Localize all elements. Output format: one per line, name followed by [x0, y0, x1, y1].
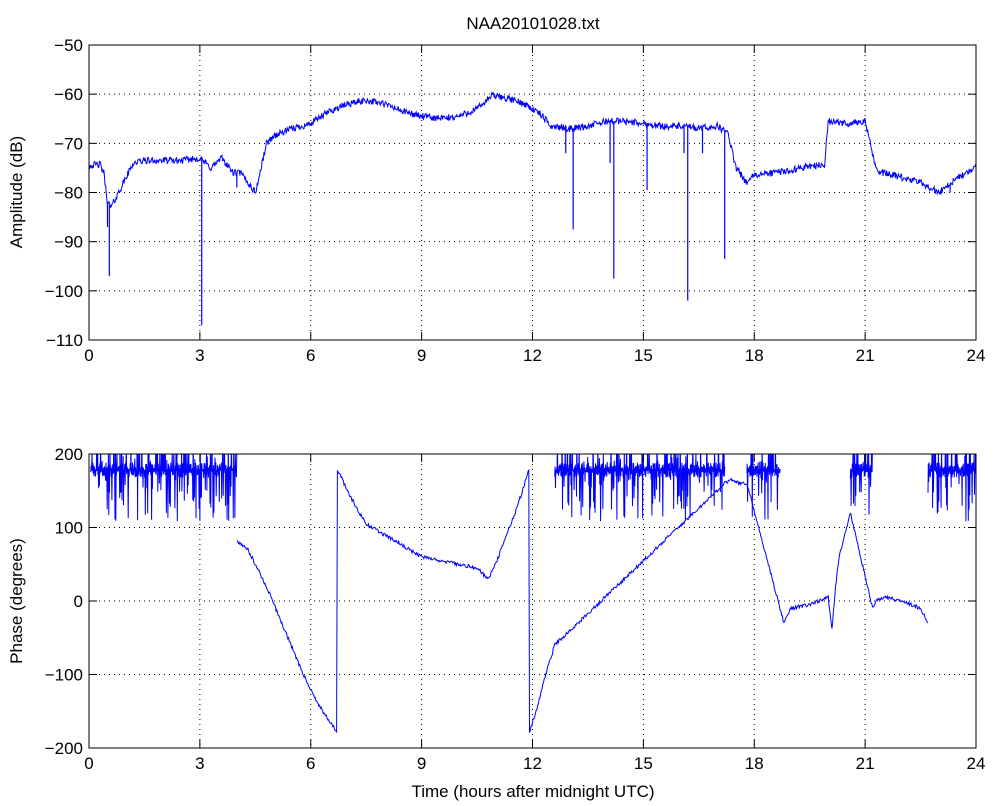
phase-trend-line	[236, 468, 929, 734]
x-tick-label: 6	[306, 346, 315, 365]
y-tick-label: −100	[45, 666, 83, 685]
y-tick-label: 0	[74, 592, 83, 611]
x-tick-label: 3	[195, 346, 204, 365]
phase-wrapped-segment	[849, 454, 873, 515]
x-tick-label: 0	[84, 754, 93, 773]
phase-panel: 0 3 6 9 12 15 18 21 24 −200 −100 0 100 200 Phase (degr…	[7, 445, 986, 773]
y-tick-label: 100	[55, 519, 83, 538]
y-tick-label: −100	[45, 282, 83, 301]
x-tick-label: 12	[523, 346, 542, 365]
x-tick-label: 12	[523, 754, 542, 773]
x-tick-label: 24	[967, 754, 986, 773]
y-tick-label: −90	[54, 233, 83, 252]
y-tick-label: −50	[54, 36, 83, 55]
y-tick-label: −110	[46, 331, 83, 350]
y-tick-label: −80	[54, 184, 83, 203]
ylabel-amplitude: Amplitude (dB)	[7, 136, 26, 248]
figure-title: NAA20101028.txt	[466, 14, 600, 33]
x-tick-label: 0	[84, 346, 93, 365]
series-group	[89, 91, 976, 326]
x-tick-label: 15	[634, 346, 653, 365]
y-tick-label: −70	[54, 134, 83, 153]
x-tick-label: 18	[745, 754, 764, 773]
x-tick-label: 15	[634, 754, 653, 773]
y-tick-label: −200	[45, 739, 83, 758]
y-tick-label: −60	[54, 85, 83, 104]
phase-wrapped-segment	[90, 454, 238, 522]
x-tick-label: 6	[306, 754, 315, 773]
x-tick-label: 18	[745, 346, 764, 365]
x-tick-label: 21	[856, 346, 875, 365]
ylabel-phase: Phase (degrees)	[7, 538, 26, 664]
phase-wrapped-segment	[927, 454, 976, 522]
phase-wrapped-segment	[554, 454, 726, 522]
x-tick-label: 21	[856, 754, 875, 773]
x-axis-label: Time (hours after midnight UTC)	[411, 782, 654, 801]
x-tick-label: 24	[967, 346, 986, 365]
amplitude-panel: 0 3 6 9 12 15 18 21 24 −110 −100 −90 −80 −70 −60 −50 Amp…	[7, 36, 985, 365]
x-tick-label: 9	[417, 346, 426, 365]
x-tick-label: 3	[195, 754, 204, 773]
series-group	[90, 454, 976, 734]
y-tick-label: 200	[55, 445, 83, 464]
x-tick-label: 9	[417, 754, 426, 773]
